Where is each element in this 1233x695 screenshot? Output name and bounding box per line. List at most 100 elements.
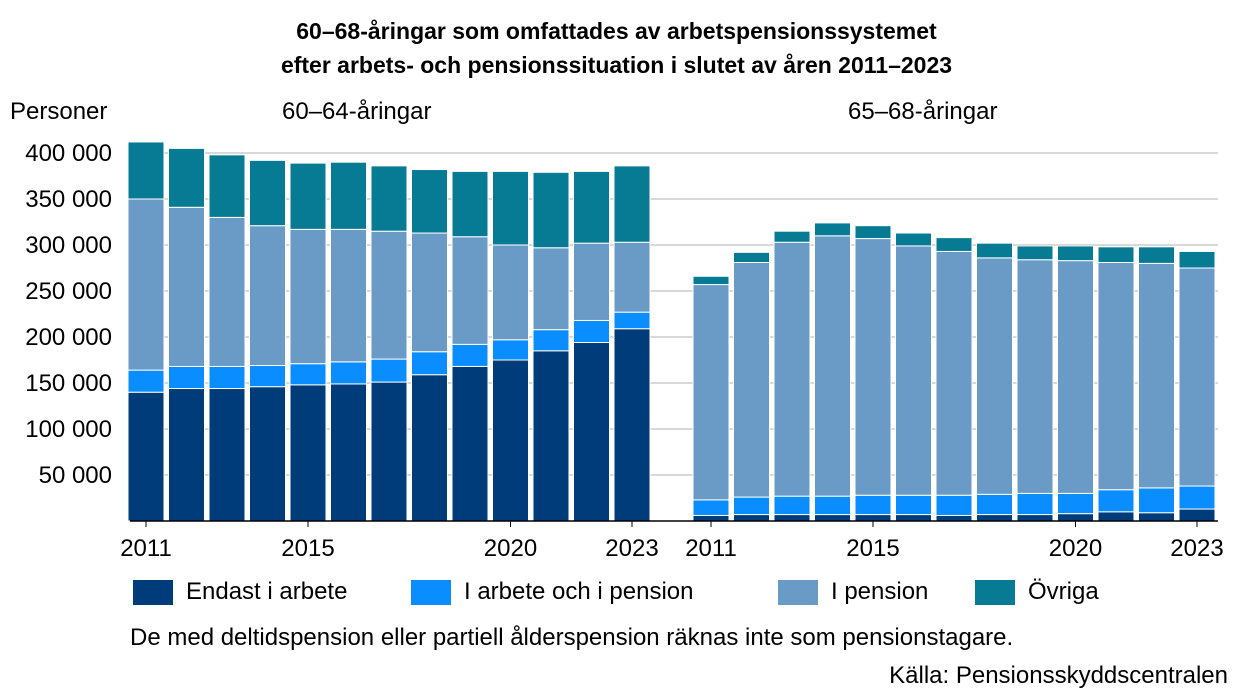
bar-p2-2020-work_and_pension [1057,492,1094,515]
bar-p2-2020-only_work [1057,513,1094,522]
legend-swatch-pension [778,579,818,605]
bar-p1-2016-only_work [330,383,367,522]
bar-p2-2011-work_and_pension [692,499,730,516]
bar-p1-2017-only_work [370,381,408,522]
bar-p2-2014-work_and_pension [814,495,851,516]
bar-p1-2017-pension [370,230,408,360]
x-tick-label-p2-2023: 2023 [1170,535,1223,562]
y-tick-label-100000: 100 000 [25,416,112,443]
y-axis-unit-label: Personer [10,98,108,125]
bar-p1-2021-other [532,171,570,249]
bar-p1-2023-pension [613,241,651,313]
bar-p2-2022-only_work [1138,512,1175,522]
bar-p2-2012-pension [733,261,770,498]
legend-item-only-work: Endast i arbete [133,576,347,608]
x-tick-label-p2-2011: 2011 [685,535,737,562]
bar-p1-2023-only_work [613,328,651,522]
bar-p1-2013-work_and_pension [208,365,246,390]
bar-p1-2015-work_and_pension [289,363,327,386]
bar-p2-2013-work_and_pension [773,495,811,516]
y-tick-label-150000: 150 000 [25,370,112,397]
y-tick-label-50000: 50 000 [39,462,112,489]
panel-title-65-68: 65–68-åringar [848,98,998,125]
bar-p1-2015-other [289,162,327,230]
bar-p2-2013-only_work [773,514,811,522]
bar-p2-2012-only_work [733,514,770,522]
bar-p1-2017-other [370,165,408,232]
bar-p1-2018-other [411,169,448,234]
bar-p1-2013-pension [208,216,246,367]
bar-p2-2019-work_and_pension [1016,492,1054,516]
bar-p2-2015-only_work [854,514,892,522]
y-tick-label-250000: 250 000 [25,278,112,305]
bar-p1-2014-pension [249,225,286,367]
bar-p2-2022-work_and_pension [1138,487,1175,514]
bar-p2-2023-pension [1178,267,1216,487]
bar-p1-2018-pension [411,232,448,353]
bar-p1-2022-only_work [573,342,610,522]
bar-p1-2014-other [249,159,286,227]
bar-p2-2017-work_and_pension [935,494,973,516]
chart-title-line-2: efter arbets- och pensionssituation i sl… [280,52,953,78]
bar-p1-2020-other [492,170,529,246]
bar-p1-2017-work_and_pension [370,358,408,383]
bar-p2-2023-work_and_pension [1178,485,1216,510]
bar-p2-2022-pension [1138,262,1175,489]
bar-p1-2021-work_and_pension [532,329,570,352]
bar-p2-2012-other [733,251,770,263]
bar-p2-2019-pension [1016,259,1054,494]
bar-p2-2017-only_work [935,514,973,522]
bar-p1-2011-only_work [127,391,165,522]
bar-p2-2016-other [895,232,932,247]
x-tick-label-p2-2015: 2015 [846,535,899,562]
bar-p1-2020-work_and_pension [492,339,529,361]
bar-p2-2022-other [1138,246,1175,264]
bar-p1-2018-only_work [411,374,448,522]
bar-p1-2021-pension [532,247,570,331]
legend-swatch-only-work [133,579,173,605]
y-tick-label-400000: 400 000 [25,140,112,167]
bar-p2-2011-pension [692,284,730,501]
bar-p2-2015-work_and_pension [854,494,892,516]
bar-p1-2015-only_work [289,384,327,522]
bar-p1-2019-pension [451,236,489,345]
x-tick-label-p2-2020: 2020 [1049,535,1102,562]
bar-p2-2019-only_work [1016,514,1054,522]
bar-p1-2013-other [208,154,246,218]
bar-p2-2018-other [976,242,1013,259]
bar-p2-2015-pension [854,238,892,496]
legend-label-only-work: Endast i arbete [186,578,348,605]
bar-p1-2014-work_and_pension [249,365,286,388]
bar-p1-2012-work_and_pension [168,365,205,390]
y-tick-label-350000: 350 000 [25,186,112,213]
bar-p1-2012-other [168,147,205,208]
bar-p2-2014-only_work [814,514,851,522]
legend-item-work-and-pension: I arbete och i pension [411,576,694,608]
y-tick-label-200000: 200 000 [25,324,112,351]
bar-p1-2014-only_work [249,386,286,522]
bar-p2-2018-pension [976,257,1013,495]
stacked-bar-chart: 50 000 100 000 150 000 200 000 250 000 300 00… [25,140,1223,562]
bar-p2-2018-only_work [976,514,1013,522]
bar-p2-2013-pension [773,241,811,497]
bar-p1-2011-other [127,141,165,200]
bar-p2-2021-work_and_pension [1097,489,1135,513]
bar-p2-2021-other [1097,246,1135,263]
bar-p1-2016-pension [330,228,367,363]
legend-item-other: Övriga [975,576,1099,608]
bar-p1-2022-work_and_pension [573,319,610,344]
bar-p2-2023-only_work [1178,508,1216,522]
bar-p2-2018-work_and_pension [976,493,1013,516]
bar-p1-2020-only_work [492,359,529,522]
bar-p1-2019-work_and_pension [451,343,489,367]
legend-swatch-work-and-pension [411,579,451,605]
footnote: De med deltidspension eller partiell åld… [130,624,1014,651]
bar-p2-2017-pension [935,250,973,496]
bar-p1-2023-work_and_pension [613,311,651,330]
bar-p2-2019-other [1016,245,1054,261]
legend-label-pension: I pension [831,578,929,605]
legend-item-pension: I pension [778,576,928,608]
x-tick-label-p1-2011: 2011 [120,535,172,562]
bar-p2-2020-other [1057,245,1094,262]
bar-p1-2018-work_and_pension [411,351,448,376]
